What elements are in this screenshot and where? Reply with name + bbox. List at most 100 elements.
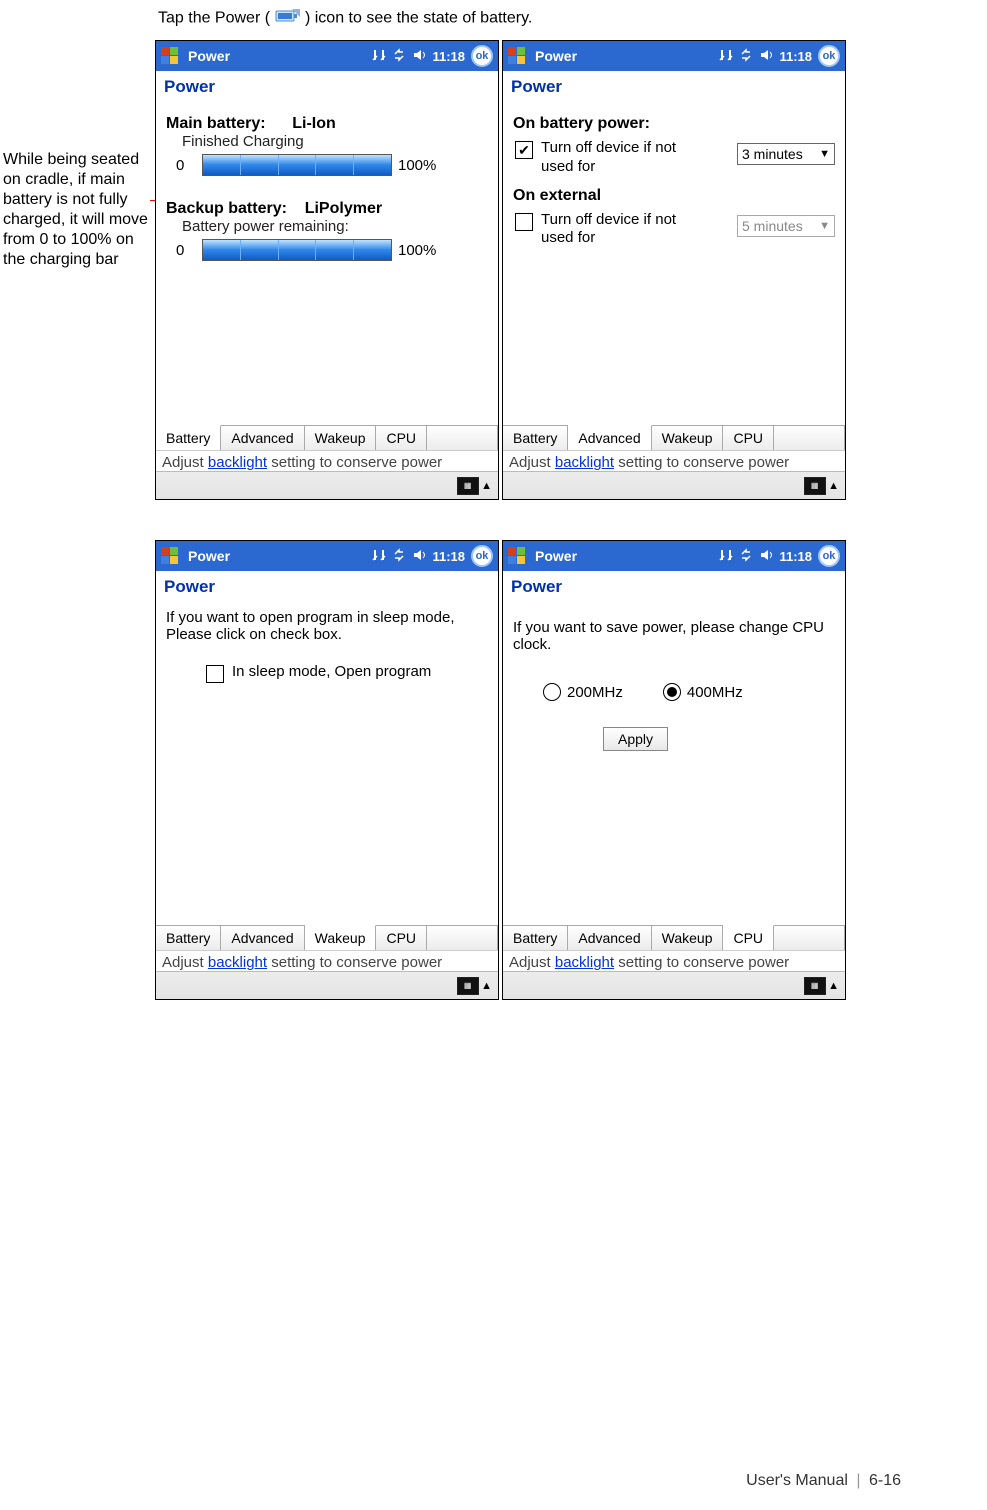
backlight-hint: Adjust backlight setting to conserve pow… <box>503 950 845 971</box>
titlebar-app: Power <box>188 548 372 564</box>
volume-icon[interactable] <box>412 548 426 565</box>
cpu-radio-400[interactable]: 400MHz <box>663 683 743 701</box>
page-title: Power <box>503 571 845 605</box>
adv-combo1[interactable]: 3 minutes▼ <box>737 143 835 165</box>
main-battery-bar <box>202 154 392 176</box>
sip-bar: ▦ ▲ <box>503 471 845 499</box>
start-icon[interactable] <box>505 544 529 568</box>
sip-up-icon[interactable]: ▲ <box>828 480 839 492</box>
titlebar-time[interactable]: 11:18 <box>779 549 812 564</box>
backlight-link[interactable]: backlight <box>555 954 614 971</box>
titlebar: Power 11:18 ok <box>503 41 845 71</box>
tab-battery[interactable]: Battery <box>503 926 568 950</box>
start-icon[interactable] <box>158 44 182 68</box>
sip-up-icon[interactable]: ▲ <box>828 980 839 992</box>
connectivity-icon[interactable] <box>372 548 386 565</box>
titlebar: Power 11:18 ok <box>503 541 845 571</box>
tab-wakeup[interactable]: Wakeup <box>652 426 724 450</box>
tab-cpu[interactable]: CPU <box>723 925 774 950</box>
adv-check2[interactable] <box>515 213 533 231</box>
sip-up-icon[interactable]: ▲ <box>481 980 492 992</box>
connectivity-icon[interactable] <box>719 48 733 65</box>
sync-icon[interactable] <box>739 548 753 565</box>
sync-icon[interactable] <box>392 548 406 565</box>
content-battery: Main battery: Li-Ion Finished Charging 0… <box>156 105 498 425</box>
ok-button[interactable]: ok <box>818 45 840 67</box>
footer-label: User's Manual <box>746 1472 848 1489</box>
sync-icon[interactable] <box>739 48 753 65</box>
sync-icon[interactable] <box>392 48 406 65</box>
keyboard-icon[interactable]: ▦ <box>457 977 479 995</box>
callout-text: While being seated on cradle, if main ba… <box>3 150 153 270</box>
titlebar-time[interactable]: 11:18 <box>432 549 465 564</box>
tab-advanced[interactable]: Advanced <box>568 425 651 450</box>
tab-wakeup[interactable]: Wakeup <box>305 426 377 450</box>
page-title: Power <box>503 71 845 105</box>
backlight-hint: Adjust backlight setting to conserve pow… <box>156 950 498 971</box>
tab-battery[interactable]: Battery <box>156 425 221 450</box>
titlebar-time[interactable]: 11:18 <box>432 49 465 64</box>
adv-h1: On battery power: <box>513 115 835 133</box>
main-battery-status: Finished Charging <box>182 133 488 150</box>
sip-bar: ▦ ▲ <box>503 971 845 999</box>
tab-battery[interactable]: Battery <box>503 426 568 450</box>
chevron-down-icon: ▼ <box>819 148 830 160</box>
adv-combo2: 5 minutes▼ <box>737 215 835 237</box>
wakeup-msg: If you want to open program in sleep mod… <box>166 609 488 643</box>
chevron-down-icon: ▼ <box>819 220 830 232</box>
backlight-link[interactable]: backlight <box>208 454 267 471</box>
adv-h2: On external <box>513 187 835 205</box>
titlebar-app: Power <box>535 548 719 564</box>
ok-button[interactable]: ok <box>818 545 840 567</box>
adv-opt2: Turn off device if not used for <box>541 211 701 249</box>
cpu-msg: If you want to save power, please change… <box>513 619 835 653</box>
ok-button[interactable]: ok <box>471 45 493 67</box>
ok-button[interactable]: ok <box>471 545 493 567</box>
tab-cpu[interactable]: CPU <box>376 926 427 950</box>
tabs: Battery Advanced Wakeup CPU <box>503 925 845 950</box>
tabs: Battery Advanced Wakeup CPU <box>503 425 845 450</box>
screenshot-grid: Power 11:18 ok Power Main battery: Li-Io… <box>155 40 849 1040</box>
tab-cpu[interactable]: CPU <box>723 426 774 450</box>
apply-button[interactable]: Apply <box>603 727 668 751</box>
volume-icon[interactable] <box>759 48 773 65</box>
connectivity-icon[interactable] <box>372 48 386 65</box>
titlebar-app: Power <box>535 48 719 64</box>
start-icon[interactable] <box>505 44 529 68</box>
keyboard-icon[interactable]: ▦ <box>457 477 479 495</box>
cpu-radio-200[interactable]: 200MHz <box>543 683 623 701</box>
tab-wakeup[interactable]: Wakeup <box>652 926 724 950</box>
adv-opt1: Turn off device if not used for <box>541 139 701 177</box>
volume-icon[interactable] <box>412 48 426 65</box>
sip-bar: ▦ ▲ <box>156 971 498 999</box>
tab-advanced[interactable]: Advanced <box>221 926 304 950</box>
intro-after: ) icon to see the state of battery. <box>305 10 532 27</box>
connectivity-icon[interactable] <box>719 548 733 565</box>
keyboard-icon[interactable]: ▦ <box>804 477 826 495</box>
wakeup-check[interactable] <box>206 665 224 683</box>
backlight-hint: Adjust backlight setting to conserve pow… <box>156 450 498 471</box>
wakeup-opt: In sleep mode, Open program <box>232 663 432 682</box>
titlebar-app: Power <box>188 48 372 64</box>
backup-pct: 100% <box>398 242 436 259</box>
main-pct: 100% <box>398 157 436 174</box>
titlebar-time[interactable]: 11:18 <box>779 49 812 64</box>
tab-wakeup[interactable]: Wakeup <box>305 925 377 950</box>
tab-advanced[interactable]: Advanced <box>221 426 304 450</box>
keyboard-icon[interactable]: ▦ <box>804 977 826 995</box>
main-battery-label: Main battery: <box>166 115 266 132</box>
backlight-link[interactable]: backlight <box>208 954 267 971</box>
backlight-link[interactable]: backlight <box>555 454 614 471</box>
intro-before: Tap the Power ( <box>158 10 270 27</box>
power-icon <box>275 5 301 32</box>
volume-icon[interactable] <box>759 548 773 565</box>
start-icon[interactable] <box>158 544 182 568</box>
tab-battery[interactable]: Battery <box>156 926 221 950</box>
page-title: Power <box>156 571 498 605</box>
adv-check1[interactable] <box>515 141 533 159</box>
screenshot-cpu: Power 11:18 ok Power If you want to save… <box>502 540 846 1000</box>
sip-up-icon[interactable]: ▲ <box>481 480 492 492</box>
tab-cpu[interactable]: CPU <box>376 426 427 450</box>
tab-advanced[interactable]: Advanced <box>568 926 651 950</box>
backup-zero: 0 <box>176 242 196 259</box>
